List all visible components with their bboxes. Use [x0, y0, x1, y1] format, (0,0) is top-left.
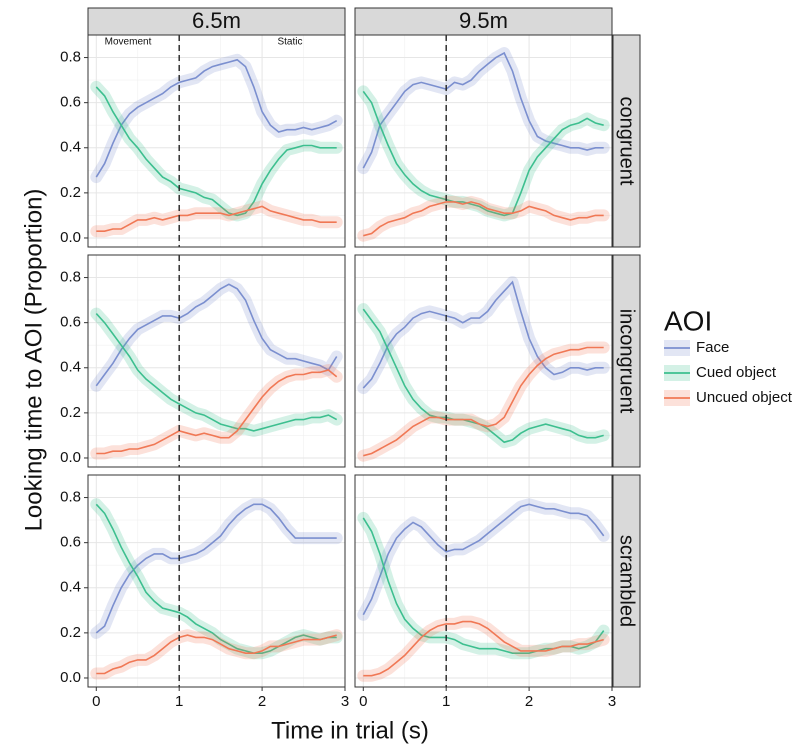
series-line — [362, 503, 605, 616]
y-tick-label: 0.8 — [60, 489, 81, 506]
y-tick-label: 0.2 — [60, 624, 81, 641]
series-line — [362, 280, 604, 389]
x-tick-label: 2 — [525, 693, 533, 710]
panel — [354, 474, 613, 688]
annotation: Movement — [105, 37, 152, 48]
y-tick-label: 0.2 — [60, 404, 81, 421]
series-line — [363, 620, 604, 677]
legend-label: Uncued object — [696, 389, 793, 406]
y-tick-label: 0.4 — [60, 359, 81, 376]
facet-strip-label: 9.5m — [459, 8, 508, 33]
series-line — [96, 369, 338, 455]
legend-label: Cued object — [696, 364, 777, 381]
y-tick-label: 0.4 — [60, 139, 81, 156]
panel-border — [87, 34, 346, 248]
y-tick-label: 0.6 — [60, 314, 81, 331]
panel-border — [87, 474, 346, 688]
y-tick-label: 0.0 — [60, 449, 81, 466]
series-line — [95, 283, 338, 387]
y-tick-label: 0.6 — [60, 94, 81, 111]
legend-title: AOI — [664, 305, 712, 336]
facet-strip — [612, 474, 641, 688]
panel — [354, 254, 613, 468]
y-tick-label: 0.6 — [60, 534, 81, 551]
y-tick-label: 0.8 — [60, 269, 81, 286]
x-tick-label: 0 — [92, 693, 100, 710]
facet-strip — [612, 254, 641, 468]
panel-background — [355, 255, 612, 467]
panel — [87, 254, 346, 468]
annotation: Static — [277, 37, 302, 48]
panel — [354, 34, 613, 248]
series-line — [96, 634, 337, 675]
legend-label: Face — [696, 339, 729, 356]
panel-border — [87, 254, 346, 468]
y-tick-label: 0.8 — [60, 49, 81, 66]
series-line — [363, 346, 604, 457]
facet-strip-label: 6.5m — [192, 8, 241, 33]
x-tick-label: 1 — [175, 693, 183, 710]
x-axis-title: Time in trial (s) — [271, 717, 429, 744]
series-line — [362, 51, 604, 169]
x-tick-label: 0 — [359, 693, 367, 710]
series-line — [95, 503, 337, 654]
facet-strip-label: incongruent — [616, 309, 638, 414]
panel-background — [88, 475, 345, 687]
series-line — [95, 503, 337, 634]
y-tick-label: 0.4 — [60, 579, 81, 596]
y-tick-label: 0.0 — [60, 669, 81, 686]
panel-border — [354, 254, 613, 468]
series-line — [362, 308, 604, 444]
facet-strip-label: scrambled — [616, 535, 638, 627]
x-tick-label: 1 — [442, 693, 450, 710]
panel-border — [354, 474, 613, 688]
series-line — [95, 313, 338, 432]
series-line — [96, 205, 337, 232]
series-line — [95, 58, 338, 178]
x-tick-label: 2 — [258, 693, 266, 710]
panel — [87, 474, 346, 688]
x-tick-label: 3 — [608, 693, 616, 710]
series-line — [362, 90, 604, 217]
facet-strip-label: congruent — [616, 97, 638, 186]
facet-strip — [612, 34, 641, 248]
panel-background — [355, 475, 612, 687]
panel-border — [354, 34, 613, 248]
y-tick-label: 0.0 — [60, 229, 81, 246]
y-axis-title: Looking time to AOI (Proportion) — [20, 189, 47, 532]
y-tick-label: 0.2 — [60, 184, 81, 201]
panel-background — [355, 35, 612, 247]
series-line — [95, 86, 337, 217]
x-tick-label: 3 — [341, 693, 349, 710]
series-line — [363, 201, 604, 237]
panel — [87, 34, 346, 248]
